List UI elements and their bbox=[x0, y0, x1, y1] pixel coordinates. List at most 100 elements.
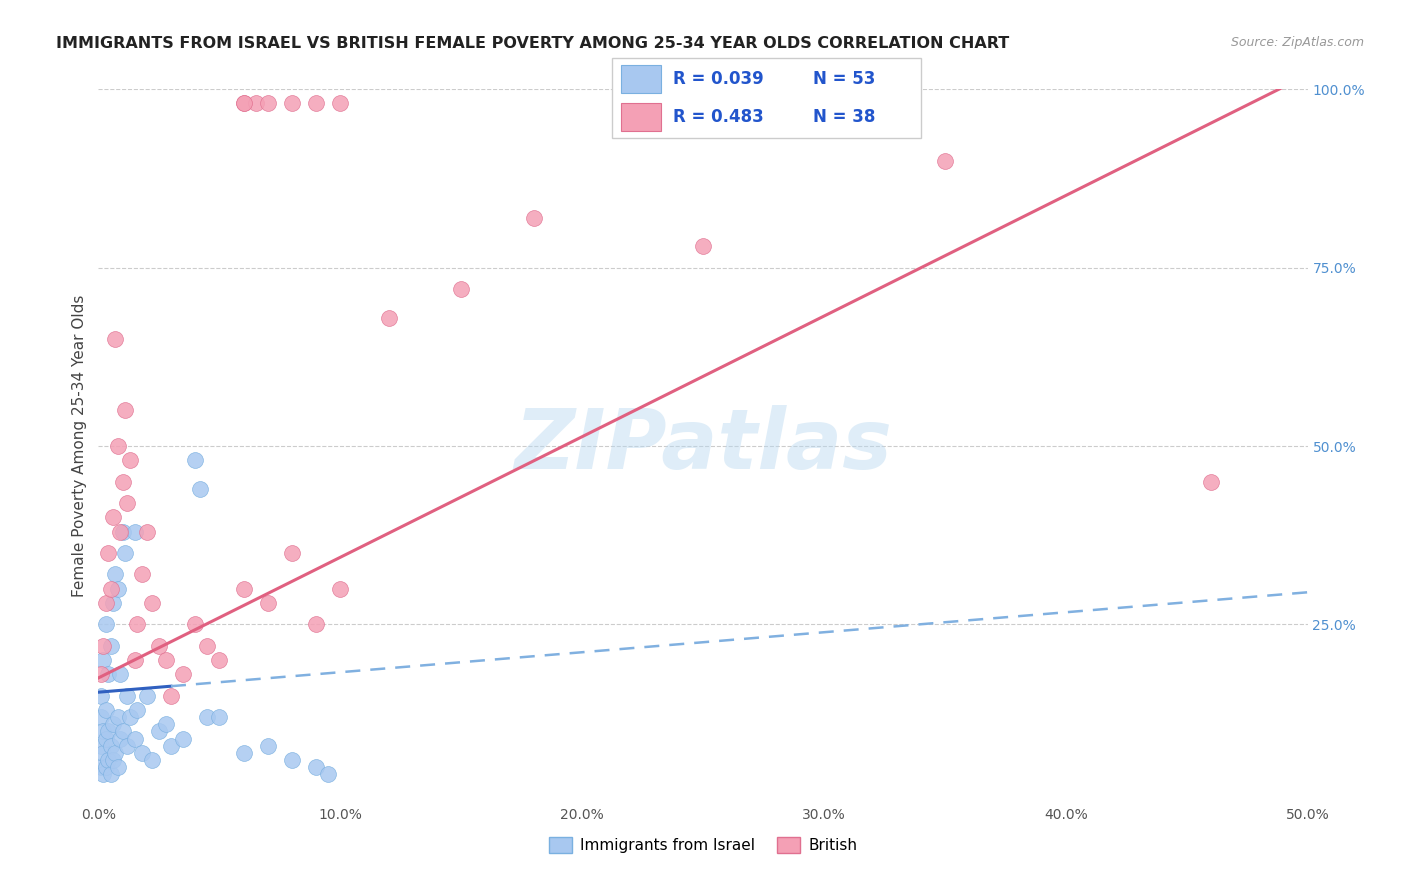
Point bbox=[305, 96, 328, 111]
FancyBboxPatch shape bbox=[612, 58, 921, 138]
Point bbox=[232, 746, 254, 760]
Point bbox=[232, 96, 254, 111]
Point bbox=[232, 96, 254, 111]
Point bbox=[117, 739, 139, 753]
Point bbox=[91, 653, 114, 667]
Point bbox=[450, 282, 472, 296]
Point bbox=[141, 753, 163, 767]
Point bbox=[329, 582, 352, 596]
Point bbox=[91, 724, 114, 739]
Point bbox=[91, 746, 114, 760]
Point bbox=[184, 453, 207, 467]
Point bbox=[94, 703, 117, 717]
Point bbox=[101, 717, 124, 731]
Point bbox=[208, 710, 231, 724]
Point bbox=[107, 439, 129, 453]
Point bbox=[97, 724, 120, 739]
Point bbox=[127, 617, 149, 632]
Point bbox=[114, 403, 136, 417]
Point bbox=[108, 731, 131, 746]
Point bbox=[523, 211, 546, 225]
Point bbox=[94, 731, 117, 746]
Text: IMMIGRANTS FROM ISRAEL VS BRITISH FEMALE POVERTY AMONG 25-34 YEAR OLDS CORRELATI: IMMIGRANTS FROM ISRAEL VS BRITISH FEMALE… bbox=[56, 36, 1010, 51]
Point bbox=[124, 731, 146, 746]
Point bbox=[692, 239, 714, 253]
Point bbox=[100, 639, 122, 653]
Point bbox=[184, 617, 207, 632]
Point bbox=[104, 746, 127, 760]
Text: ZIPatlas: ZIPatlas bbox=[515, 406, 891, 486]
Point bbox=[256, 739, 278, 753]
Point bbox=[141, 596, 163, 610]
Point bbox=[118, 710, 141, 724]
Point bbox=[101, 753, 124, 767]
Point bbox=[329, 96, 352, 111]
Point bbox=[172, 731, 194, 746]
Point bbox=[90, 667, 112, 681]
FancyBboxPatch shape bbox=[621, 103, 661, 131]
Point bbox=[111, 524, 134, 539]
Point bbox=[124, 524, 146, 539]
Legend: Immigrants from Israel, British: Immigrants from Israel, British bbox=[543, 831, 863, 859]
Point bbox=[256, 96, 278, 111]
Point bbox=[97, 667, 120, 681]
Text: R = 0.483: R = 0.483 bbox=[673, 108, 765, 126]
Point bbox=[135, 524, 157, 539]
Point bbox=[90, 710, 112, 724]
Point bbox=[245, 96, 267, 111]
Text: R = 0.039: R = 0.039 bbox=[673, 70, 765, 88]
Point bbox=[305, 760, 328, 774]
Point bbox=[160, 739, 183, 753]
Text: N = 38: N = 38 bbox=[813, 108, 875, 126]
Point bbox=[188, 482, 211, 496]
Point bbox=[97, 753, 120, 767]
Point bbox=[117, 689, 139, 703]
Point bbox=[107, 760, 129, 774]
Point bbox=[94, 596, 117, 610]
Point bbox=[94, 617, 117, 632]
Point bbox=[117, 496, 139, 510]
Point bbox=[232, 582, 254, 596]
Point bbox=[118, 453, 141, 467]
Point bbox=[100, 582, 122, 596]
Point bbox=[155, 653, 177, 667]
Point bbox=[94, 760, 117, 774]
Point bbox=[155, 717, 177, 731]
Point bbox=[101, 510, 124, 524]
Point bbox=[135, 689, 157, 703]
Point bbox=[104, 567, 127, 582]
Point bbox=[1199, 475, 1222, 489]
Point bbox=[124, 653, 146, 667]
Point bbox=[111, 724, 134, 739]
Point bbox=[108, 524, 131, 539]
Point bbox=[97, 546, 120, 560]
Point bbox=[107, 582, 129, 596]
Point bbox=[131, 567, 153, 582]
Point bbox=[107, 710, 129, 724]
Point bbox=[172, 667, 194, 681]
Point bbox=[91, 639, 114, 653]
Point bbox=[148, 639, 170, 653]
Point bbox=[934, 153, 956, 168]
Point bbox=[100, 739, 122, 753]
Point bbox=[208, 653, 231, 667]
Point bbox=[104, 332, 127, 346]
FancyBboxPatch shape bbox=[621, 65, 661, 94]
Point bbox=[195, 639, 218, 653]
Point bbox=[90, 689, 112, 703]
Point bbox=[101, 596, 124, 610]
Point bbox=[108, 667, 131, 681]
Point bbox=[127, 703, 149, 717]
Text: Source: ZipAtlas.com: Source: ZipAtlas.com bbox=[1230, 36, 1364, 49]
Point bbox=[281, 753, 304, 767]
Point bbox=[114, 546, 136, 560]
Point bbox=[90, 760, 112, 774]
Point bbox=[131, 746, 153, 760]
Point bbox=[91, 767, 114, 781]
Point bbox=[160, 689, 183, 703]
Text: N = 53: N = 53 bbox=[813, 70, 875, 88]
Point bbox=[195, 710, 218, 724]
Point bbox=[316, 767, 339, 781]
Point bbox=[148, 724, 170, 739]
Point bbox=[305, 617, 328, 632]
